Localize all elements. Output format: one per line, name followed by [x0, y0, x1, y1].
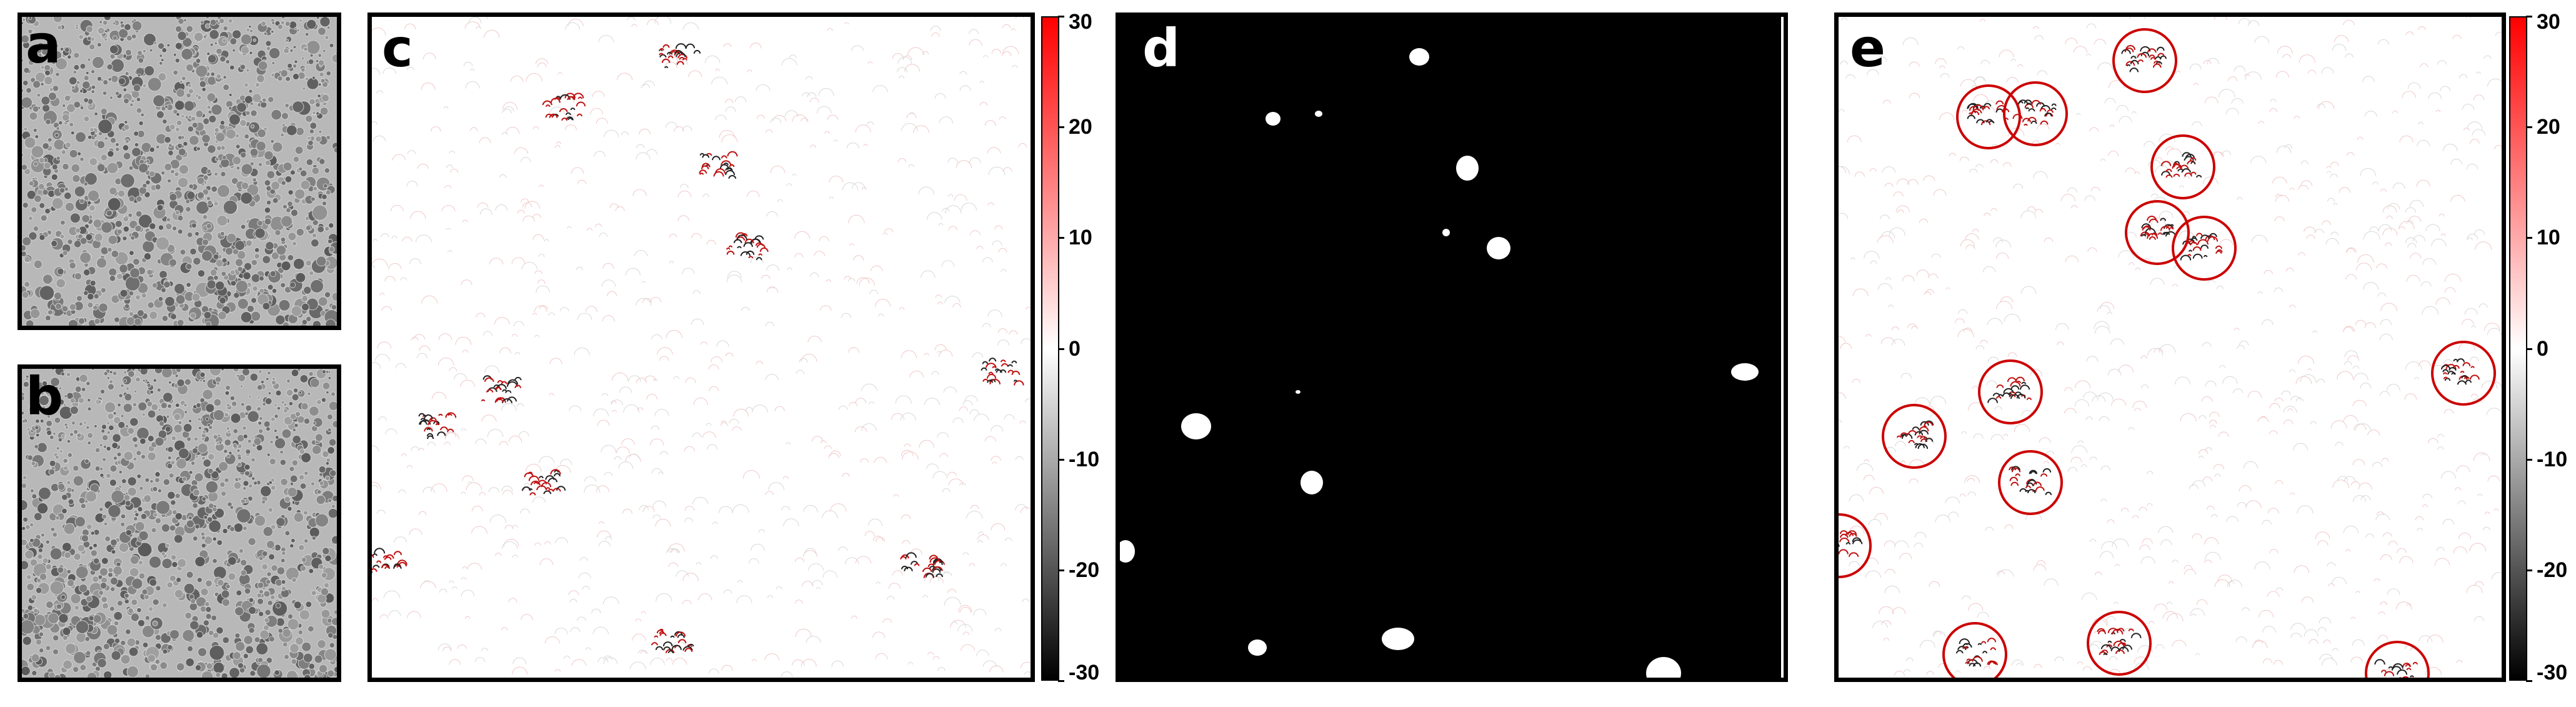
detection-circle-4	[2150, 134, 2215, 199]
colorbar-tick-label: 30	[1069, 10, 1092, 34]
mask-blob-4	[1456, 156, 1479, 181]
colorbar-tick-label: 10	[2537, 226, 2560, 250]
colorbar-tick-mark	[2526, 126, 2532, 129]
mask-blob-1	[1409, 48, 1429, 66]
panel-c-colorbar	[1041, 16, 1059, 681]
mask-blob-10	[1300, 471, 1323, 494]
colorbar-tick-mark	[2526, 237, 2532, 239]
colorbar-tick-mark	[2526, 458, 2532, 461]
panel-d-binary-mask: d	[1116, 13, 1788, 682]
detection-circle-7	[2431, 341, 2496, 406]
colorbar-tick-label: -20	[2537, 558, 2568, 582]
colorbar-tick-mark	[1058, 237, 1064, 239]
detection-circle-3	[2003, 81, 2068, 146]
colorbar-tick-mark	[2526, 569, 2532, 571]
colorbar-tick-label: 30	[2537, 10, 2560, 34]
mask-blob-11	[1120, 540, 1135, 563]
colorbar-tick-mark	[2526, 16, 2532, 18]
colorbar-tick-label: -20	[1069, 558, 1100, 582]
mask-blob-13	[1382, 628, 1414, 650]
detection-circle-2	[1956, 84, 2021, 149]
panel-b-label: b	[26, 366, 64, 427]
colorbar-tick-label: 0	[2537, 336, 2549, 361]
panel-e-colorbar	[2509, 16, 2527, 681]
mask-blob-12	[1248, 639, 1267, 656]
colorbar-tick-label: -30	[1069, 661, 1100, 684]
detection-circle-5	[2125, 200, 2190, 265]
mask-blob-8	[1181, 413, 1211, 439]
mask-blob-7	[1731, 363, 1759, 381]
panel-e-detection-map: e	[1834, 13, 2506, 682]
panel-d-label: d	[1142, 18, 1181, 79]
detection-circle-12	[1839, 513, 1872, 578]
colorbar-tick-mark	[1058, 680, 1064, 682]
detection-circle-1	[2112, 28, 2177, 93]
detection-circle-11	[2087, 611, 2152, 676]
colorbar-tick-label: 10	[1069, 226, 1092, 250]
mask-blob-5	[1442, 229, 1450, 236]
detection-circle-6	[2172, 216, 2237, 281]
panel-b-texture	[22, 369, 337, 678]
colorbar-tick-mark	[1058, 16, 1064, 18]
colorbar-tick-mark	[1058, 458, 1064, 461]
colorbar-tick-label: -30	[2537, 661, 2568, 684]
panel-c-speckle	[372, 17, 1031, 677]
mask-blob-14	[1646, 657, 1681, 678]
colorbar-tick-label: 20	[1069, 115, 1092, 139]
mask-blob-3	[1315, 111, 1322, 117]
detection-circle-14	[2365, 641, 2430, 678]
detection-circle-9	[1882, 404, 1947, 469]
colorbar-tick-label: -10	[2537, 447, 2568, 471]
panel-e-speckle	[1839, 17, 2502, 678]
mask-blob-9	[1295, 390, 1300, 394]
detection-circle-10	[1998, 450, 2063, 515]
panel-e-label: e	[1850, 18, 1885, 79]
panel-a-texture	[22, 17, 337, 326]
panel-a-label: a	[26, 14, 61, 75]
panel-d-right-edge	[1781, 17, 1784, 678]
mask-blob-2	[1266, 112, 1281, 126]
panel-c-label: c	[382, 18, 413, 79]
panel-a-micrograph: a	[17, 13, 341, 330]
panel-b-micrograph: b	[17, 364, 341, 682]
colorbar-tick-mark	[1058, 126, 1064, 129]
panel-c-difference-map: c	[367, 13, 1035, 682]
detection-circle-8	[1978, 359, 2043, 424]
colorbar-tick-mark	[1058, 569, 1064, 571]
colorbar-tick-mark	[2526, 348, 2532, 350]
panel-d-blobs	[1120, 48, 1759, 678]
colorbar-tick-label: 20	[2537, 115, 2560, 139]
colorbar-tick-mark	[1058, 348, 1064, 350]
detection-circle-13	[1942, 622, 2007, 678]
colorbar-tick-label: -10	[1069, 447, 1100, 471]
mask-blob-6	[1487, 237, 1510, 259]
colorbar-tick-label: 0	[1069, 336, 1081, 361]
colorbar-tick-mark	[2526, 680, 2532, 682]
